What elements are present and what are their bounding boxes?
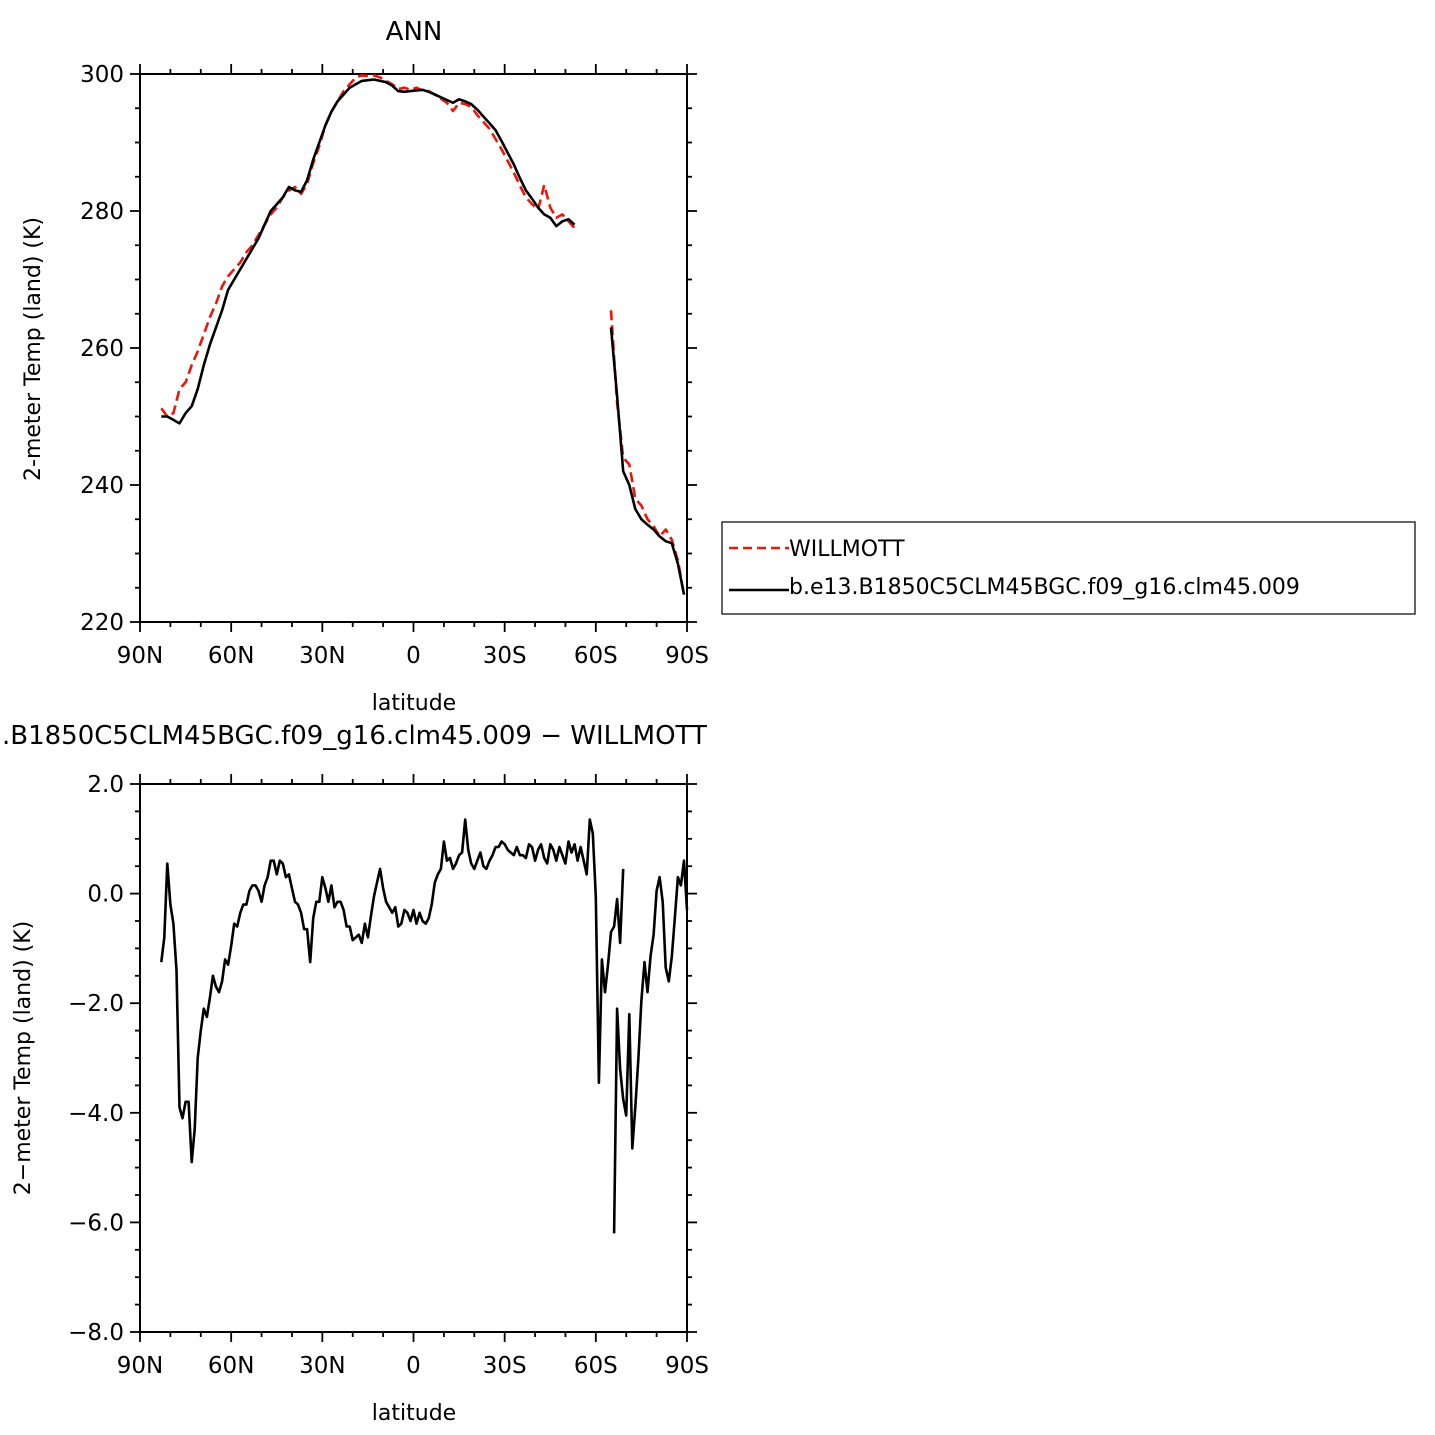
x-tick-label: 90N — [117, 643, 163, 669]
legend-box — [721, 521, 1416, 615]
legend: WILLMOTT b.e13.B1850C5CLM45BGC.f09_g16.c… — [721, 521, 1416, 615]
x-tick-label: 90S — [665, 1353, 709, 1379]
plot-frame — [139, 73, 688, 623]
series-line-0-segment-0 — [160, 818, 625, 1164]
x-tick-label: 90S — [665, 643, 709, 669]
y-tick-label: −8.0 — [68, 1320, 124, 1346]
x-tick-label: 30N — [299, 643, 345, 669]
x-tick-label: 0 — [406, 643, 421, 669]
series-line-0-segment-1 — [609, 310, 686, 595]
x-tick-label: 30S — [483, 643, 527, 669]
y-tick-label: −6.0 — [68, 1210, 124, 1236]
x-tick-label: 60S — [574, 643, 618, 669]
y-tick-label: 240 — [80, 473, 124, 499]
bottom-yaxis-label: 2−meter Temp (land) (K) — [11, 921, 36, 1195]
y-tick-label: 260 — [80, 336, 124, 362]
y-tick-label: −2.0 — [68, 991, 124, 1017]
legend-label-willmott: WILLMOTT — [789, 537, 905, 562]
series-line-1-segment-1 — [609, 327, 686, 595]
y-tick-label: −4.0 — [68, 1101, 124, 1127]
y-tick-label: 220 — [80, 610, 124, 636]
x-tick-label: 0 — [406, 1353, 421, 1379]
x-tick-label: 30N — [299, 1353, 345, 1379]
x-tick-label: 60S — [574, 1353, 618, 1379]
top-xaxis-label: latitude — [372, 691, 456, 716]
bottom-plot-area: 90N 60N 30N 0 30S 60S 90S −8.0 −6.0 −4.0 −2.0 0.0 2.… — [68, 772, 709, 1379]
x-tick-label: 60N — [208, 643, 254, 669]
bottom-chart-title: .B1850C5CLM45BGC.f09_g16.clm45.009 − WIL… — [2, 721, 707, 751]
top-chart-title: ANN — [386, 17, 443, 47]
legend-label-model: b.e13.B1850C5CLM45BGC.f09_g16.clm45.009 — [789, 575, 1300, 600]
top-plot-area: 90N 60N 30N 0 30S 60S 90S 220 240 260 280 300 — [80, 62, 709, 669]
y-tick-label: 0.0 — [87, 882, 124, 908]
x-tick-label: 60N — [208, 1353, 254, 1379]
top-panel: ANN 90N 60N 30N 0 30S 60S 90S 220 240 260 280 300 l… — [21, 17, 709, 716]
series-line-0-segment-1 — [612, 859, 689, 1234]
x-tick-label: 30S — [483, 1353, 527, 1379]
bottom-panel: .B1850C5CLM45BGC.f09_g16.clm45.009 − WIL… — [2, 721, 709, 1426]
series-line-1-segment-0 — [161, 78, 576, 425]
y-tick-label: 2.0 — [87, 772, 124, 798]
y-tick-label: 300 — [80, 62, 124, 88]
plot-frame — [139, 783, 688, 1333]
bottom-xaxis-label: latitude — [372, 1401, 456, 1426]
top-yaxis-label: 2-meter Temp (land) (K) — [21, 217, 46, 481]
series-line-0-segment-0 — [160, 74, 576, 418]
y-tick-label: 280 — [80, 199, 124, 225]
x-tick-label: 90N — [117, 1353, 163, 1379]
